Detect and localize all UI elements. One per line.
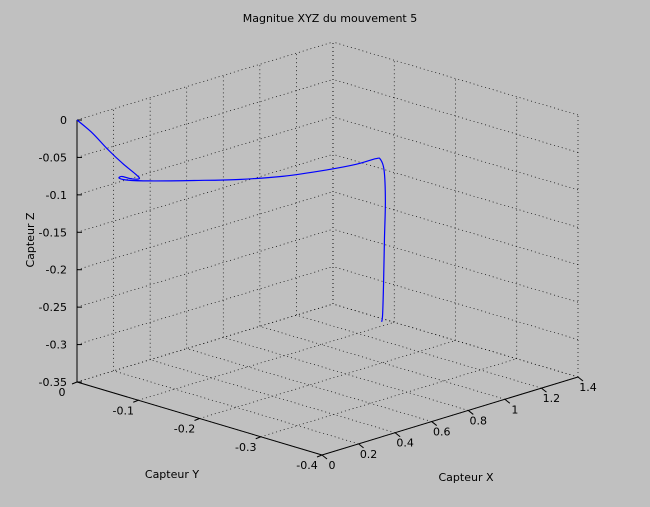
y-axis-label: Capteur Y xyxy=(145,468,199,481)
grid-line-y-floor xyxy=(260,358,517,438)
y-tick-label: -0.4 xyxy=(296,459,317,472)
y-tick-label: -0.3 xyxy=(235,441,256,454)
grid-line-z-backwall xyxy=(76,41,334,121)
x-tick xyxy=(504,398,511,404)
x-tick xyxy=(467,410,474,415)
z-tick-label: 0 xyxy=(60,114,67,127)
y-tick xyxy=(71,381,78,385)
series-curves xyxy=(76,119,386,322)
x-tick xyxy=(358,443,364,449)
y-tick xyxy=(194,418,200,421)
grid-line-z-backwall xyxy=(76,303,334,383)
x-tick-label: 1.4 xyxy=(579,381,597,394)
z-tick-label: -0.05 xyxy=(39,151,67,164)
x-tick-label: 0 xyxy=(329,459,336,472)
x-tick-label: 0.2 xyxy=(360,448,378,461)
x-tick-label: 1.2 xyxy=(543,392,561,405)
x-axis-line xyxy=(321,376,579,456)
z-tick-label: -0.2 xyxy=(46,264,67,277)
z-tick-label: -0.1 xyxy=(46,189,67,202)
y-tick-label: 0 xyxy=(59,386,66,399)
grid-line-z-backwall xyxy=(76,266,334,345)
grid-line-y-floor xyxy=(138,321,395,401)
x-tick xyxy=(577,376,584,382)
x-tick xyxy=(541,387,547,393)
grid-line-z-backwall xyxy=(76,228,334,308)
tick-labels: 00.20.40.60.811.21.4-0.4-0.3-0.2-0.10-0.… xyxy=(39,114,597,472)
y-tick xyxy=(316,454,323,458)
grid-line-x-floor xyxy=(259,325,505,400)
x-tick xyxy=(321,454,328,460)
grid-line-z-backwall xyxy=(76,191,334,271)
z-tick-label: -0.25 xyxy=(39,301,67,314)
chart-title: Magnitue XYZ du mouvement 5 xyxy=(243,12,418,25)
grid-line-x-floor xyxy=(113,370,359,445)
series-line-0 xyxy=(76,119,386,322)
grid-line-y-floor xyxy=(199,340,456,419)
axes xyxy=(71,119,584,460)
z-tick-label: -0.15 xyxy=(39,226,67,239)
grid-line-z-backwall xyxy=(76,116,334,196)
x-tick-label: 0.8 xyxy=(470,414,488,427)
grid-line-z-backwall xyxy=(76,153,334,233)
x-tick xyxy=(431,421,438,426)
grid-line-x-floor xyxy=(296,314,542,389)
x-tick-label: 0.6 xyxy=(433,426,451,439)
x-tick-label: 1 xyxy=(511,403,518,416)
grid-line-z-sidewall xyxy=(332,266,579,340)
x-axis-label: Capteur X xyxy=(438,471,493,484)
y-tick xyxy=(255,436,261,440)
grid-lines xyxy=(76,41,579,456)
y-tick-label: -0.1 xyxy=(113,404,134,417)
x-tick xyxy=(394,432,401,438)
grid-line-z-backwall xyxy=(76,79,334,158)
z-tick-label: -0.35 xyxy=(39,376,67,389)
z-axis-label: Capteur Z xyxy=(24,212,37,267)
y-tick-label: -0.2 xyxy=(174,423,195,436)
z-tick-label: -0.3 xyxy=(46,339,67,352)
grid-line-x-floor xyxy=(186,348,432,422)
y-tick xyxy=(133,399,139,403)
x-tick-label: 0.4 xyxy=(396,437,414,450)
